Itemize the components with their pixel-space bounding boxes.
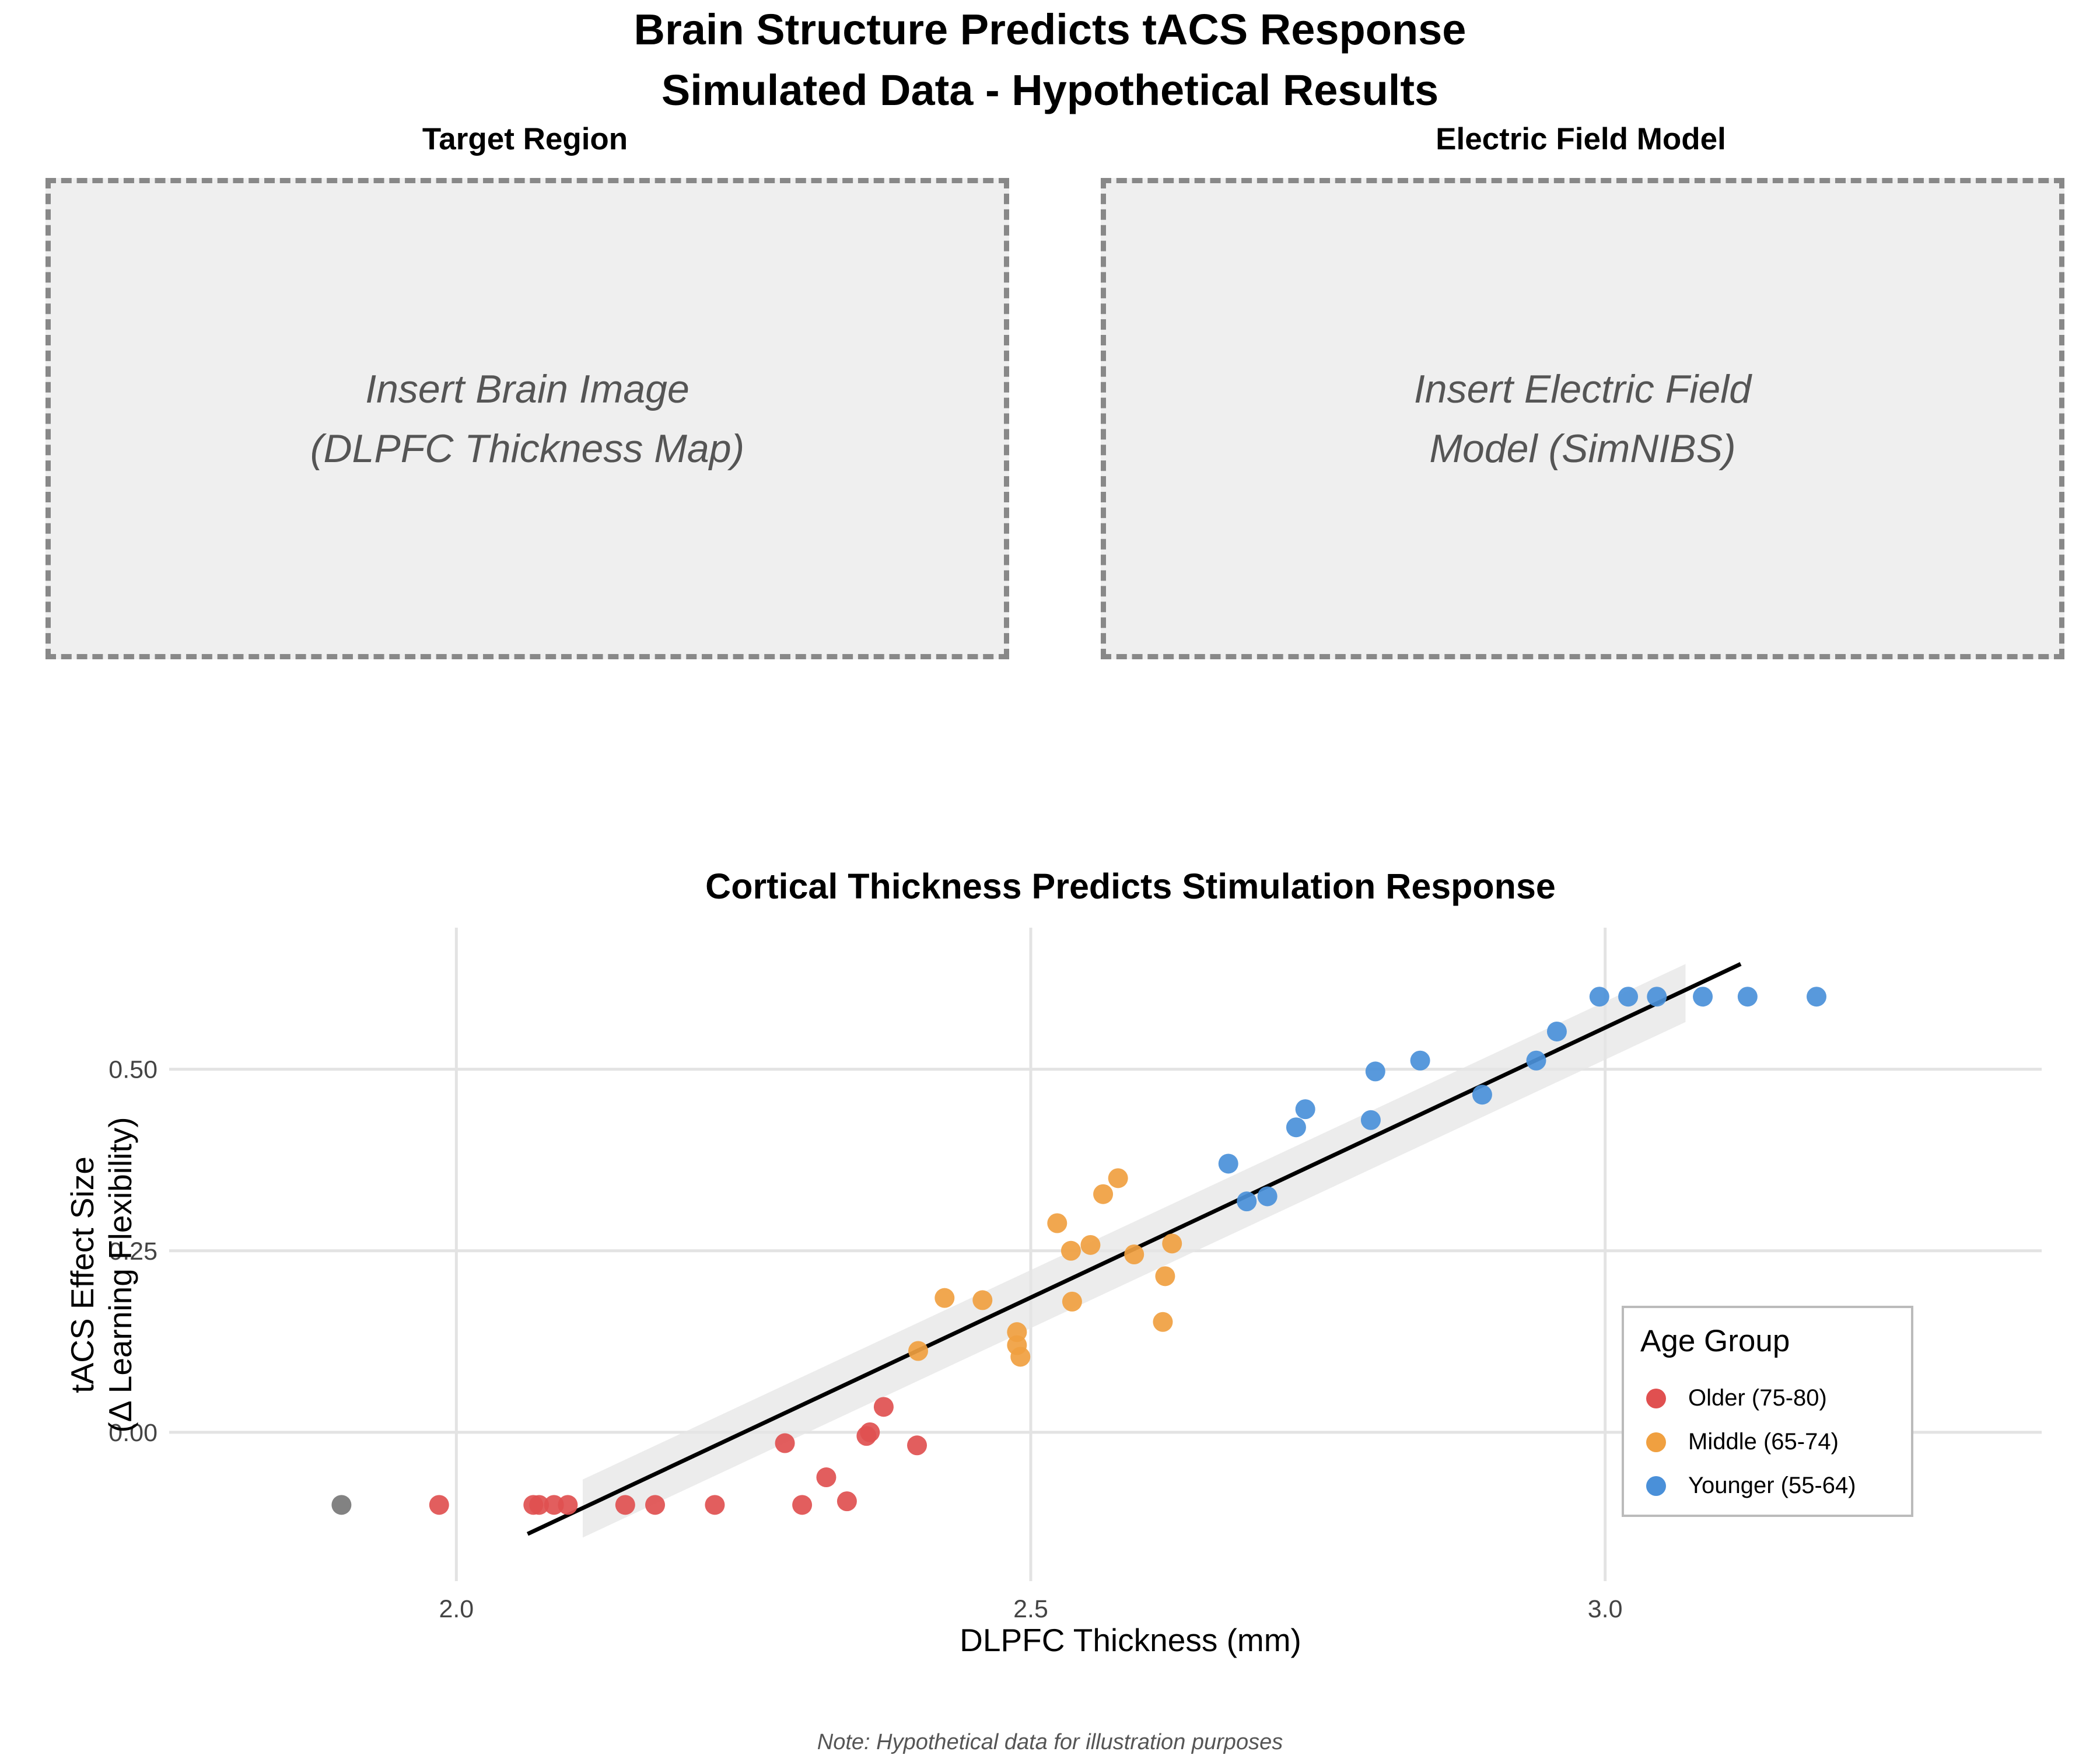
brain-image-placeholder: Insert Brain Image (DLPFC Thickness Map) [46, 178, 1009, 659]
data-point [816, 1467, 836, 1488]
data-point [1062, 1291, 1082, 1312]
data-point [836, 1491, 857, 1512]
legend-swatch-older [1646, 1388, 1666, 1408]
data-points [331, 987, 1827, 1515]
data-point [775, 1433, 795, 1453]
data-point [1155, 1266, 1175, 1286]
data-point [1257, 1186, 1278, 1207]
data-point [1693, 987, 1713, 1007]
data-point [1360, 1110, 1381, 1130]
data-point [705, 1495, 725, 1515]
data-point [1010, 1347, 1031, 1367]
y-axis-label-line-2: (Δ Learning Flexibility) [102, 1117, 138, 1432]
legend-item-middle: Middle (65-74) [1640, 1420, 1911, 1464]
main-title: Brain Structure Predicts tACS Response [634, 5, 1466, 54]
chart-title: Cortical Thickness Predicts Stimulation … [705, 866, 1556, 906]
data-point [1618, 987, 1639, 1007]
data-point [544, 1495, 564, 1515]
legend-label-middle: Middle (65-74) [1688, 1429, 1839, 1455]
data-point [1546, 1021, 1567, 1041]
data-point [1218, 1153, 1238, 1174]
data-point [1807, 987, 1827, 1007]
x-tick-label: 2.0 [439, 1595, 474, 1623]
x-tick-label: 3.0 [1588, 1595, 1623, 1623]
data-point [615, 1495, 635, 1515]
data-point [529, 1495, 550, 1515]
legend: Age Group Older (75-80) Middle (65-74) Y… [1622, 1306, 1913, 1517]
electric-field-placeholder: Insert Electric Field Model (SimNIBS) [1101, 178, 2064, 659]
data-point [1472, 1085, 1492, 1105]
data-point [1526, 1050, 1546, 1071]
legend-swatch-younger [1646, 1476, 1666, 1496]
data-point [1047, 1213, 1068, 1233]
data-point [792, 1495, 813, 1515]
y-tick-label: 0.50 [108, 1056, 158, 1084]
y-tick-label: 0.25 [108, 1237, 158, 1265]
data-point [907, 1435, 928, 1456]
data-point [873, 1397, 894, 1417]
y-tick-label: 0.00 [108, 1419, 158, 1447]
data-point [1589, 987, 1609, 1007]
x-axis-label: DLPFC Thickness (mm) [960, 1622, 1301, 1658]
target-region-title: Target Region [422, 122, 628, 156]
legend-swatch-middle [1646, 1432, 1666, 1452]
data-point [1647, 987, 1667, 1007]
data-point [429, 1495, 449, 1515]
data-point [1237, 1191, 1257, 1212]
data-point [860, 1422, 880, 1442]
electric-field-title: Electric Field Model [1436, 122, 1726, 156]
data-point [1124, 1244, 1144, 1264]
data-point [645, 1495, 666, 1515]
data-point [1295, 1099, 1315, 1120]
data-point [1410, 1050, 1430, 1071]
legend-item-younger: Younger (55-64) [1640, 1464, 1911, 1508]
data-point [1080, 1235, 1101, 1255]
data-point [972, 1290, 993, 1310]
legend-label-younger: Younger (55-64) [1688, 1473, 1856, 1498]
data-point [331, 1495, 352, 1515]
data-point [1286, 1117, 1306, 1138]
electric-field-placeholder-text: Insert Electric Field Model (SimNIBS) [1413, 366, 1752, 471]
legend-title: Age Group [1640, 1324, 1790, 1358]
legend-label-older: Older (75-80) [1688, 1385, 1827, 1411]
data-point [935, 1288, 955, 1308]
data-point [1093, 1184, 1114, 1204]
brain-image-placeholder-text: Insert Brain Image (DLPFC Thickness Map) [310, 366, 745, 471]
legend-item-older: Older (75-80) [1640, 1376, 1911, 1420]
data-point [1007, 1322, 1027, 1343]
axis-tick-labels: 2.0 2.5 3.0 0.00 0.25 0.50 [108, 1056, 1622, 1623]
y-axis-label-line-1: tACS Effect Size [64, 1156, 100, 1393]
data-point [1153, 1312, 1173, 1332]
data-point [908, 1341, 928, 1361]
data-point [1737, 987, 1758, 1007]
data-point [1108, 1168, 1128, 1188]
data-point [1162, 1233, 1182, 1254]
main-subtitle: Simulated Data - Hypothetical Results [661, 66, 1439, 114]
data-point [1060, 1240, 1081, 1261]
x-tick-label: 2.5 [1013, 1595, 1048, 1623]
data-point [1365, 1061, 1385, 1082]
data-point [558, 1495, 578, 1515]
footnote: Note: Hypothetical data for illustration… [817, 1730, 1283, 1754]
